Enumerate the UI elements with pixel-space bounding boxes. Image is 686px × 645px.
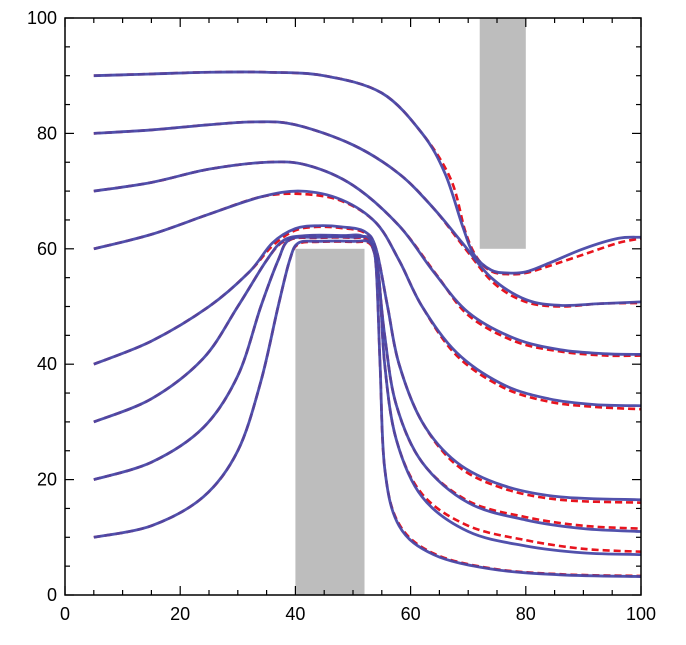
trajectory-1	[93, 70, 642, 276]
trajectory-solid-line	[93, 120, 642, 307]
trajectory-8	[93, 239, 642, 578]
trajectory-3	[93, 160, 642, 358]
trajectory-solid-line	[93, 70, 642, 275]
trajectory-2	[93, 120, 642, 308]
y-tick-labels: 0 20 40 60 80 100	[27, 8, 57, 605]
trajectory-solid-line	[93, 233, 642, 533]
x-tick-label: 20	[170, 604, 190, 624]
x-tick-labels: 0 20 40 60 80 100	[60, 604, 656, 624]
x-tick-label: 40	[285, 604, 305, 624]
trajectory-5	[93, 224, 642, 504]
series-layer	[93, 70, 642, 578]
trajectory-4	[93, 189, 642, 411]
y-tick-label: 60	[37, 239, 57, 259]
y-tick-label: 0	[47, 585, 57, 605]
y-tick-label: 80	[37, 123, 57, 143]
obstacle-block	[295, 248, 365, 596]
trajectory-dashed-line	[93, 70, 642, 276]
trajectory-solid-line	[93, 160, 642, 356]
ticks-layer	[64, 17, 642, 596]
trajectory-6	[93, 233, 642, 533]
trajectory-solid-line	[93, 239, 642, 578]
y-tick-label: 20	[37, 470, 57, 490]
trajectory-solid-line	[93, 234, 642, 557]
trajectory-solid-line	[93, 224, 642, 502]
trajectory-dashed-line	[93, 235, 642, 554]
trajectory-dashed-line	[93, 225, 642, 504]
x-tick-label: 60	[401, 604, 421, 624]
x-tick-label: 100	[626, 604, 656, 624]
trajectory-7	[93, 234, 642, 557]
x-tick-label: 80	[516, 604, 536, 624]
trajectory-dashed-line	[93, 160, 642, 358]
obstacles-layer	[295, 18, 526, 596]
y-tick-label: 40	[37, 354, 57, 374]
trajectory-solid-line	[93, 189, 642, 408]
obstacle-block	[479, 18, 526, 249]
x-tick-label: 0	[60, 604, 70, 624]
y-tick-label: 100	[27, 8, 57, 28]
